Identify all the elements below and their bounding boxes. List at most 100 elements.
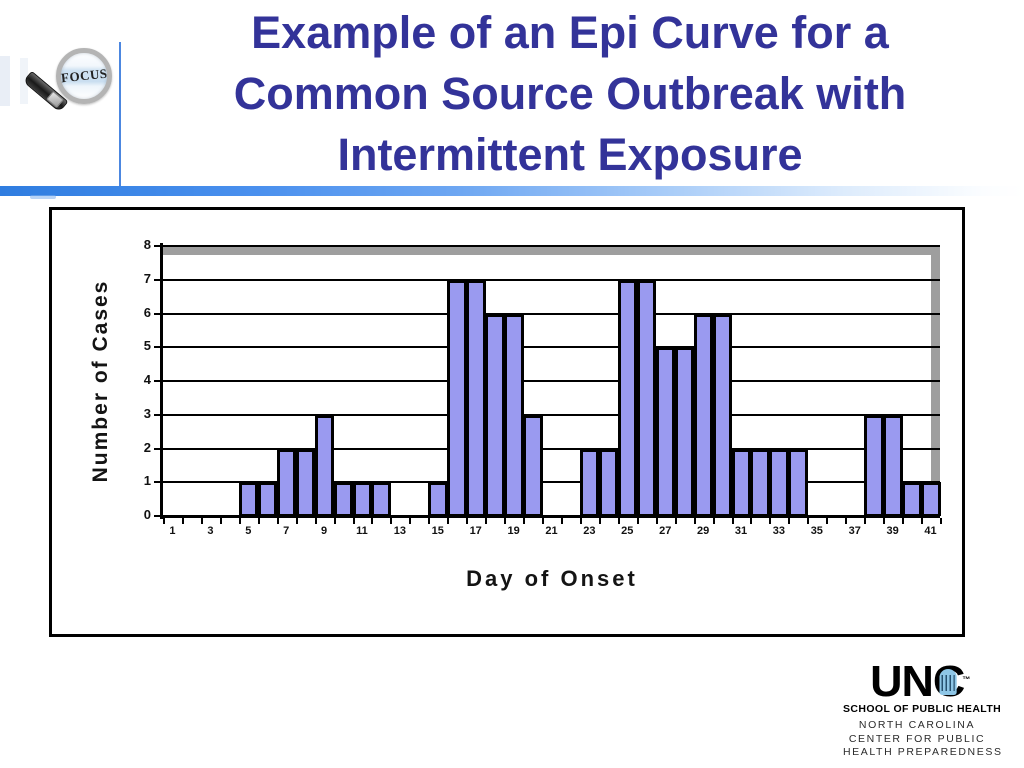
- plot-area: 0 1 2 3 4 5 6 7 8 1 3 5 7 9 11 13 15 17 19 21 23 25 27 29 31 33 35…: [52, 210, 962, 634]
- bar-day-28: [674, 347, 695, 516]
- x-tick: [276, 518, 279, 524]
- old-well-icon: [939, 669, 957, 695]
- focus-logo: FOCUS: [8, 28, 158, 168]
- x-tick: [371, 518, 374, 524]
- x-tick-label: 37: [848, 525, 861, 537]
- y-tick-label: 8: [143, 237, 151, 252]
- x-tick: [598, 518, 601, 524]
- x-tick: [674, 518, 677, 524]
- x-tick: [352, 518, 355, 524]
- x-tick: [693, 518, 696, 524]
- y-axis-line: [160, 243, 163, 519]
- x-tick-label: 3: [207, 525, 214, 537]
- x-tick-label: 35: [810, 525, 823, 537]
- x-tick: [238, 518, 241, 524]
- bar-day-40: [902, 482, 922, 516]
- x-tick-label: 13: [393, 525, 406, 537]
- y-tick-label: 2: [143, 439, 151, 455]
- gridline: [163, 413, 940, 416]
- y-tick: [154, 413, 160, 416]
- x-tick: [200, 518, 203, 524]
- unc-school-label: SCHOOL OF PUBLIC HEALTH: [843, 703, 1002, 715]
- magnifier-lens-icon: FOCUS: [56, 48, 112, 104]
- x-tick: [731, 518, 734, 524]
- x-tick: [902, 518, 905, 524]
- y-tick-label: 5: [143, 338, 151, 354]
- gridline: [163, 380, 940, 382]
- x-tick: [163, 518, 165, 524]
- header-vertical-divider: [119, 42, 121, 187]
- bar-day-34: [788, 448, 808, 516]
- y-tick-label: 4: [143, 372, 151, 387]
- x-tick-label: 11: [356, 525, 368, 537]
- bar-day-38: [864, 414, 884, 516]
- x-tick-label: 27: [659, 525, 672, 537]
- x-tick: [826, 518, 829, 524]
- bar-day-7: [276, 448, 297, 516]
- x-tick-label: 31: [734, 525, 748, 537]
- bar-day-33: [769, 448, 789, 516]
- bar-day-9: [314, 414, 335, 516]
- x-tick: [579, 518, 582, 524]
- x-tick: [712, 518, 715, 524]
- bar-day-25: [617, 279, 638, 516]
- y-axis-title: Number of Cases: [89, 279, 112, 483]
- x-tick: [295, 518, 298, 524]
- x-tick-label: 21: [545, 525, 558, 537]
- bar-day-23: [579, 448, 600, 516]
- bar-day-18: [485, 313, 505, 516]
- x-tick-label: 1: [169, 525, 176, 537]
- bar-day-16: [447, 279, 467, 516]
- bar-day-17: [466, 279, 486, 516]
- bar-day-39: [883, 414, 903, 516]
- bar-day-11: [352, 482, 373, 516]
- y-tick: [154, 380, 160, 382]
- y-tick-label: 3: [143, 405, 151, 421]
- x-tick: [542, 518, 545, 524]
- y-tick: [154, 447, 160, 450]
- gridline: [163, 312, 940, 315]
- x-tick: [636, 518, 639, 524]
- x-tick: [466, 518, 469, 524]
- bar-day-8: [295, 448, 316, 516]
- gridline: [163, 346, 940, 349]
- x-tick: [655, 518, 658, 524]
- bar-day-15: [428, 482, 448, 516]
- x-tick: [447, 518, 450, 524]
- x-tick: [788, 518, 791, 524]
- x-tick: [845, 518, 848, 524]
- x-axis-title: Day of Onset: [466, 566, 638, 591]
- bar-day-5: [238, 482, 259, 516]
- x-tick: [883, 518, 886, 524]
- x-tick: [504, 518, 507, 524]
- x-tick: [750, 518, 753, 524]
- plot-shadow-top: [163, 246, 940, 255]
- x-tick: [257, 518, 260, 524]
- x-tick: [390, 518, 393, 524]
- background-artifact: [0, 56, 10, 106]
- x-tick-label: 41: [924, 525, 937, 537]
- x-tick: [333, 518, 336, 524]
- header-divider-shadow: [30, 195, 56, 199]
- bar-day-6: [257, 482, 278, 516]
- bar-day-29: [693, 313, 714, 516]
- x-tick: [921, 518, 924, 524]
- x-tick-label: 17: [469, 525, 482, 537]
- bar-day-27: [655, 347, 676, 516]
- x-tick-label: 29: [696, 525, 710, 537]
- x-tick: [940, 518, 942, 524]
- trademark-symbol: ™: [962, 675, 971, 684]
- x-tick: [523, 518, 526, 524]
- epi-curve-chart-frame: 0 1 2 3 4 5 6 7 8 1 3 5 7 9 11 13 15 17 19 21 23 25 27 29 31 33 35…: [49, 207, 965, 637]
- bar-day-10: [333, 482, 354, 516]
- x-tick-label: 23: [583, 525, 596, 537]
- x-tick: [560, 518, 563, 524]
- x-tick: [864, 518, 867, 524]
- bar-day-41: [921, 482, 941, 516]
- y-tick: [154, 346, 160, 349]
- bar-day-32: [750, 448, 771, 516]
- unc-center-label: NORTH CAROLINA CENTER FOR PUBLIC HEALTH …: [843, 719, 1003, 758]
- y-tick-label: 1: [143, 473, 151, 489]
- x-tick-label: 25: [621, 525, 634, 537]
